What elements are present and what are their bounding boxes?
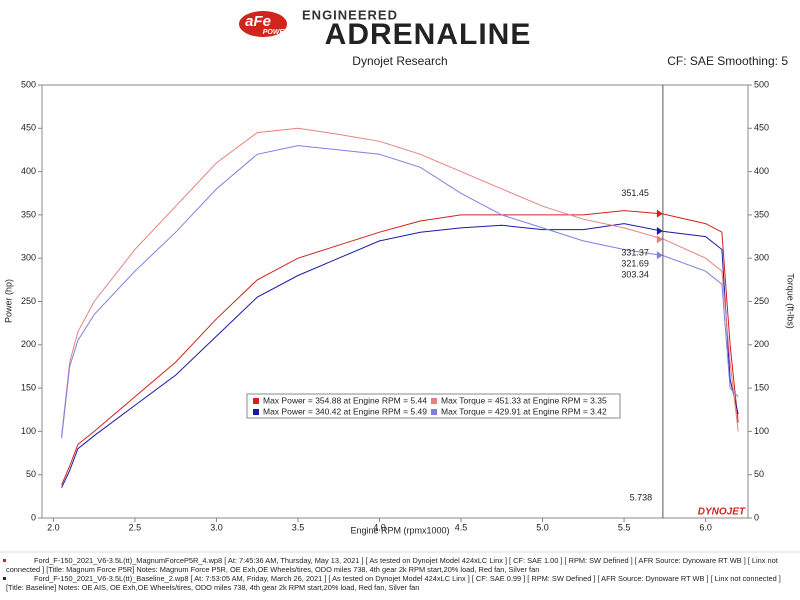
legend-label: Max Torque = 429.91 at Engine RPM = 3.42: [441, 406, 607, 416]
x-tick-label: 6.0: [699, 522, 712, 532]
footer-line: connected ] [Title: Magnum Force P5R] No…: [6, 565, 539, 574]
chart-subtitle: CF: SAE Smoothing: 5: [667, 54, 788, 68]
logo-text: aFe: [245, 13, 271, 30]
legend-label: Max Torque = 451.33 at Engine RPM = 3.35: [441, 395, 607, 405]
y2-tick-label: 150: [754, 382, 769, 392]
x-tick-label: 3.5: [292, 522, 305, 532]
legend-swatch: [431, 409, 437, 415]
y-tick-label: 500: [21, 79, 36, 89]
y-tick-label: 300: [21, 253, 36, 263]
legend-swatch: [253, 409, 259, 415]
y-tick-label: 450: [21, 123, 36, 133]
cursor-value: 303.34: [621, 269, 649, 279]
cursor-value: 321.69: [621, 258, 649, 268]
y-tick-label: 0: [31, 512, 36, 522]
header-top: ENGINEERED: [302, 7, 398, 22]
y2-tick-label: 350: [754, 209, 769, 219]
legend-swatch: [431, 398, 437, 404]
series-line: [61, 210, 739, 486]
footer-line: [Title: Baseline] Notes: OE AIS, OE Exh,…: [6, 583, 419, 592]
y2-tick-label: 300: [754, 253, 769, 263]
legend-swatch: [253, 398, 259, 404]
header-main: ADRENALINE: [325, 18, 532, 51]
y-tick-label: 200: [21, 339, 36, 349]
cursor-marker: [656, 209, 663, 218]
cursor-value: 351.45: [621, 188, 649, 198]
y-tick-label: 250: [21, 296, 36, 306]
y-tick-label: 100: [21, 426, 36, 436]
y-axis-label: Power (hp): [3, 279, 13, 323]
y2-tick-label: 500: [754, 79, 769, 89]
legend-label: Max Power = 340.42 at Engine RPM = 5.49: [263, 406, 427, 416]
x-tick-label: 5.5: [618, 522, 631, 532]
x-tick-label: 2.0: [47, 522, 60, 532]
x-tick-label: 4.0: [373, 522, 386, 532]
y2-tick-label: 250: [754, 296, 769, 306]
y2-tick-label: 200: [754, 339, 769, 349]
series-line: [61, 223, 739, 488]
series-line: [61, 145, 739, 439]
x-tick-label: 4.5: [455, 522, 468, 532]
y2-tick-label: 450: [754, 123, 769, 133]
footer-marker: [3, 577, 6, 580]
y2-tick-label: 100: [754, 426, 769, 436]
x-tick-label: 5.0: [536, 522, 549, 532]
chart-title: Dynojet Research: [352, 54, 447, 68]
y-tick-label: 400: [21, 166, 36, 176]
logo-badge: [239, 11, 287, 37]
watermark: DYNOJET: [698, 507, 746, 518]
x-tick-label: 2.5: [129, 522, 142, 532]
y-tick-label: 50: [26, 469, 36, 479]
cursor-marker: [656, 251, 663, 260]
y-tick-label: 350: [21, 209, 36, 219]
cursor-value: 331.37: [621, 247, 649, 257]
legend-label: Max Power = 354.88 at Engine RPM = 5.44: [263, 395, 427, 405]
footer-line: Ford_F-150_2021_V6-3.5L(tt)_MagnumForceP…: [34, 556, 778, 565]
footer-marker: [3, 559, 6, 562]
cursor-marker: [656, 227, 663, 236]
logo-sub: POWER: [263, 29, 289, 36]
y2-axis-label: Torque (ft-lbs): [786, 273, 796, 329]
series-line: [61, 127, 739, 436]
y2-tick-label: 50: [754, 469, 764, 479]
cursor-marker: [656, 235, 663, 244]
footer-line: Ford_F-150_2021_V6-3.5L(tt)_Baseline_2.w…: [34, 574, 781, 583]
y2-tick-label: 400: [754, 166, 769, 176]
y-tick-label: 150: [21, 382, 36, 392]
cursor-label: 5.738: [630, 492, 653, 502]
x-axis-label: Engine RPM (rpmx1000): [350, 525, 449, 535]
x-tick-label: 3.0: [210, 522, 223, 532]
y2-tick-label: 0: [754, 512, 759, 522]
